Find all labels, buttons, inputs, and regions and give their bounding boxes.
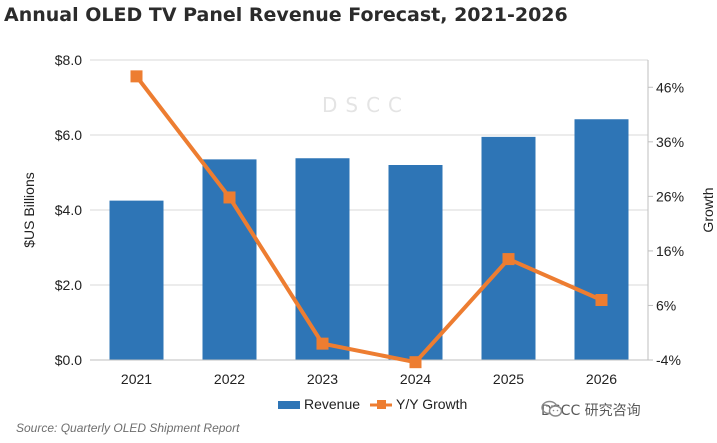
- x-tick-label: 2024: [400, 371, 431, 387]
- growth-point-2026: [595, 294, 608, 306]
- y-axis-ticks: $0.0 $2.0 $4.0 $6.0 $8.0: [55, 52, 82, 368]
- legend-label-revenue: Revenue: [304, 396, 360, 412]
- legend: Revenue Y/Y Growth: [278, 396, 467, 412]
- legend-marker-growth: [377, 400, 386, 409]
- x-tick-label: 2025: [493, 371, 524, 387]
- y2-tick-label: 6%: [656, 297, 676, 313]
- source-note: Source: Quarterly OLED Shipment Report: [16, 421, 240, 435]
- growth-point-2022: [223, 191, 236, 204]
- y-tick-label: $0.0: [55, 352, 82, 368]
- y-tick-label: $6.0: [55, 127, 82, 143]
- watermark-text: DSCC: [322, 93, 410, 117]
- bar-revenue-2022: [202, 159, 257, 360]
- x-tick-label: 2026: [586, 371, 617, 387]
- legend-label-growth: Y/Y Growth: [396, 396, 467, 412]
- growth-line: [134, 75, 603, 365]
- bar-revenue-2025: [481, 136, 536, 360]
- x-tick-label: 2023: [307, 371, 338, 387]
- brand-label: DSCC 研究咨询: [541, 403, 641, 419]
- wechat-icon: [541, 400, 563, 417]
- x-tick-label: 2021: [121, 371, 152, 387]
- chart-title: Annual OLED TV Panel Revenue Forecast, 2…: [4, 4, 568, 26]
- growth-line-series: [130, 70, 608, 369]
- bar-revenue-2024: [388, 165, 443, 360]
- y2-tick-label: 26%: [656, 188, 684, 204]
- bar-revenue-2023: [295, 158, 350, 360]
- growth-point-2023: [316, 337, 329, 350]
- revenue-bars: [109, 119, 629, 360]
- growth-point-2021: [130, 70, 143, 83]
- brand-footer: DSCC 研究咨询: [541, 400, 641, 420]
- bar-revenue-2026: [574, 119, 629, 360]
- y2-axis-label: Growth: [700, 187, 716, 232]
- y2-tick-label: 16%: [656, 243, 684, 259]
- legend-swatch-revenue: [278, 401, 300, 409]
- y-tick-label: $4.0: [55, 202, 82, 218]
- y-tick-label: $2.0: [55, 277, 82, 293]
- growth-point-2025: [502, 253, 515, 266]
- bar-revenue-2021: [109, 200, 164, 360]
- y2-tick-label: 46%: [656, 79, 684, 95]
- x-tick-label: 2022: [214, 371, 245, 387]
- y2-axis-ticks: -4% 6% 16% 26% 36% 46%: [648, 79, 684, 368]
- x-axis-ticks: 2021 2022 2023 2024 2025 2026: [121, 371, 617, 387]
- y2-tick-label: -4%: [656, 352, 681, 368]
- y-axis-label: $US Billions: [21, 172, 37, 247]
- growth-point-2024: [409, 356, 422, 369]
- y-tick-label: $8.0: [55, 52, 82, 68]
- y2-tick-label: 36%: [656, 134, 684, 150]
